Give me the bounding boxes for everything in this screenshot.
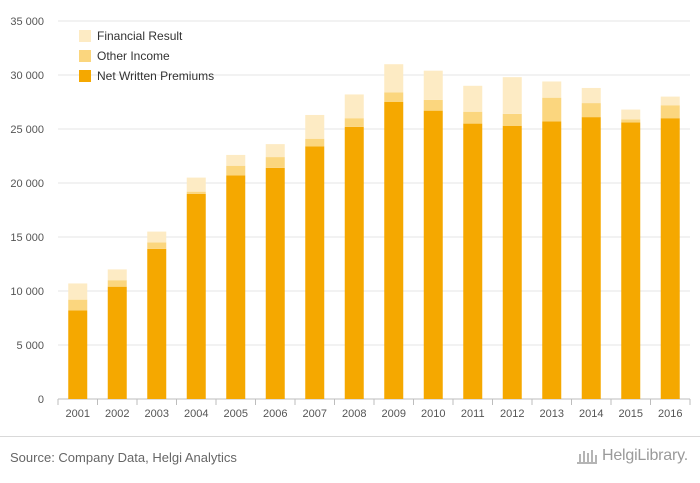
bar-other-income-2010 (423, 99, 443, 111)
bar-net-written-premiums-2003 (147, 248, 167, 399)
bar-other-income-2011 (463, 111, 483, 124)
bar-financial-result-2002 (107, 269, 127, 281)
x-tick-label: 2002 (105, 408, 129, 420)
legend-label-net-written-premiums: Net Written Premiums (97, 69, 214, 83)
y-tick-label: 20 000 (10, 178, 44, 190)
y-tick-label: 35 000 (10, 16, 44, 28)
y-tick-label: 0 (38, 394, 44, 406)
bar-other-income-2001 (68, 299, 88, 311)
x-axis-ticks: 2001 2002 2003 2004 2005 2006 2007 2008 2009 2010… (57, 399, 691, 420)
bar-financial-result-2015 (621, 109, 641, 120)
brand-logo: HelgiLibrary. (576, 447, 688, 465)
legend-swatch-net-written-premiums (79, 70, 91, 82)
bar-net-written-premiums-2010 (423, 110, 443, 399)
bar-net-written-premiums-2004 (186, 193, 206, 399)
bar-financial-result-2005 (226, 154, 246, 166)
bar-financial-result-2016 (660, 96, 680, 106)
bar-financial-result-2014 (581, 87, 601, 104)
x-tick-label: 2010 (421, 408, 445, 420)
bar-net-written-premiums-2002 (107, 286, 127, 399)
bar-other-income-2014 (581, 103, 601, 118)
chart: 0 5 000 10 000 15 000 20 000 25 000 30 000 35 0… (10, 16, 691, 420)
bar-financial-result-2008 (344, 94, 364, 119)
bar-net-written-premiums-2008 (344, 126, 364, 399)
y-tick-label: 10 000 (10, 286, 44, 298)
library-building-icon (576, 450, 597, 464)
bar-net-written-premiums-2013 (542, 121, 562, 399)
x-tick-label: 2006 (263, 408, 287, 420)
bar-financial-result-2011 (463, 85, 483, 112)
bar-financial-result-2003 (147, 231, 167, 243)
x-tick-label: 2011 (461, 408, 485, 420)
x-tick-label: 2012 (500, 408, 524, 420)
y-tick-label: 15 000 (10, 232, 44, 244)
y-axis-ticks: 0 5 000 10 000 15 000 20 000 25 000 30 000 35 0… (10, 16, 44, 406)
x-tick-label: 2013 (540, 408, 564, 420)
bar-other-income-2003 (147, 242, 167, 249)
bar-net-written-premiums-2001 (68, 310, 88, 399)
x-tick-label: 2001 (66, 408, 90, 420)
y-tick-label: 25 000 (10, 124, 44, 136)
legend-swatch-financial-result (79, 30, 91, 42)
bar-other-income-2013 (542, 97, 562, 122)
bar-financial-result-2010 (423, 70, 443, 100)
x-tick-label: 2009 (382, 408, 406, 420)
x-tick-label: 2015 (619, 408, 643, 420)
bar-net-written-premiums-2014 (581, 117, 601, 400)
bar-net-written-premiums-2006 (265, 167, 285, 399)
bars (68, 64, 680, 400)
bar-net-written-premiums-2012 (502, 125, 522, 399)
source-text: Source: Company Data, Helgi Analytics (10, 450, 237, 465)
x-tick-label: 2004 (184, 408, 208, 420)
bar-other-income-2002 (107, 280, 127, 287)
bar-other-income-2012 (502, 113, 522, 126)
bar-other-income-2015 (621, 119, 641, 123)
bar-financial-result-2013 (542, 81, 562, 98)
bar-net-written-premiums-2011 (463, 123, 483, 399)
footer: Source: Company Data, Helgi Analytics He… (0, 436, 700, 483)
bar-other-income-2006 (265, 157, 285, 168)
x-tick-label: 2008 (342, 408, 366, 420)
bar-other-income-2007 (305, 138, 325, 147)
bar-net-written-premiums-2015 (621, 122, 641, 400)
bar-other-income-2005 (226, 165, 246, 176)
x-tick-label: 2003 (145, 408, 169, 420)
bar-other-income-2004 (186, 191, 206, 194)
legend-label-other-income: Other Income (97, 49, 170, 63)
y-tick-label: 30 000 (10, 70, 44, 82)
bar-financial-result-2006 (265, 144, 285, 158)
x-tick-label: 2005 (224, 408, 248, 420)
x-tick-label: 2014 (579, 408, 603, 420)
bar-financial-result-2012 (502, 77, 522, 114)
bar-financial-result-2001 (68, 283, 88, 300)
bar-financial-result-2009 (384, 64, 404, 93)
legend: Financial Result Other Income Net Written … (79, 29, 214, 83)
bar-net-written-premiums-2016 (660, 118, 680, 399)
bar-net-written-premiums-2009 (384, 102, 404, 399)
x-tick-label: 2016 (658, 408, 682, 420)
bar-net-written-premiums-2005 (226, 175, 246, 399)
x-tick-label: 2007 (303, 408, 327, 420)
bar-other-income-2009 (384, 92, 404, 102)
bar-financial-result-2004 (186, 177, 206, 192)
brand-text: HelgiLibrary. (601, 447, 688, 464)
bar-other-income-2016 (660, 105, 680, 119)
bar-other-income-2008 (344, 118, 364, 127)
bar-financial-result-2007 (305, 114, 325, 139)
legend-swatch-other-income (79, 50, 91, 62)
bar-net-written-premiums-2007 (305, 146, 325, 399)
legend-label-financial-result: Financial Result (97, 29, 183, 43)
y-tick-label: 5 000 (16, 340, 44, 352)
